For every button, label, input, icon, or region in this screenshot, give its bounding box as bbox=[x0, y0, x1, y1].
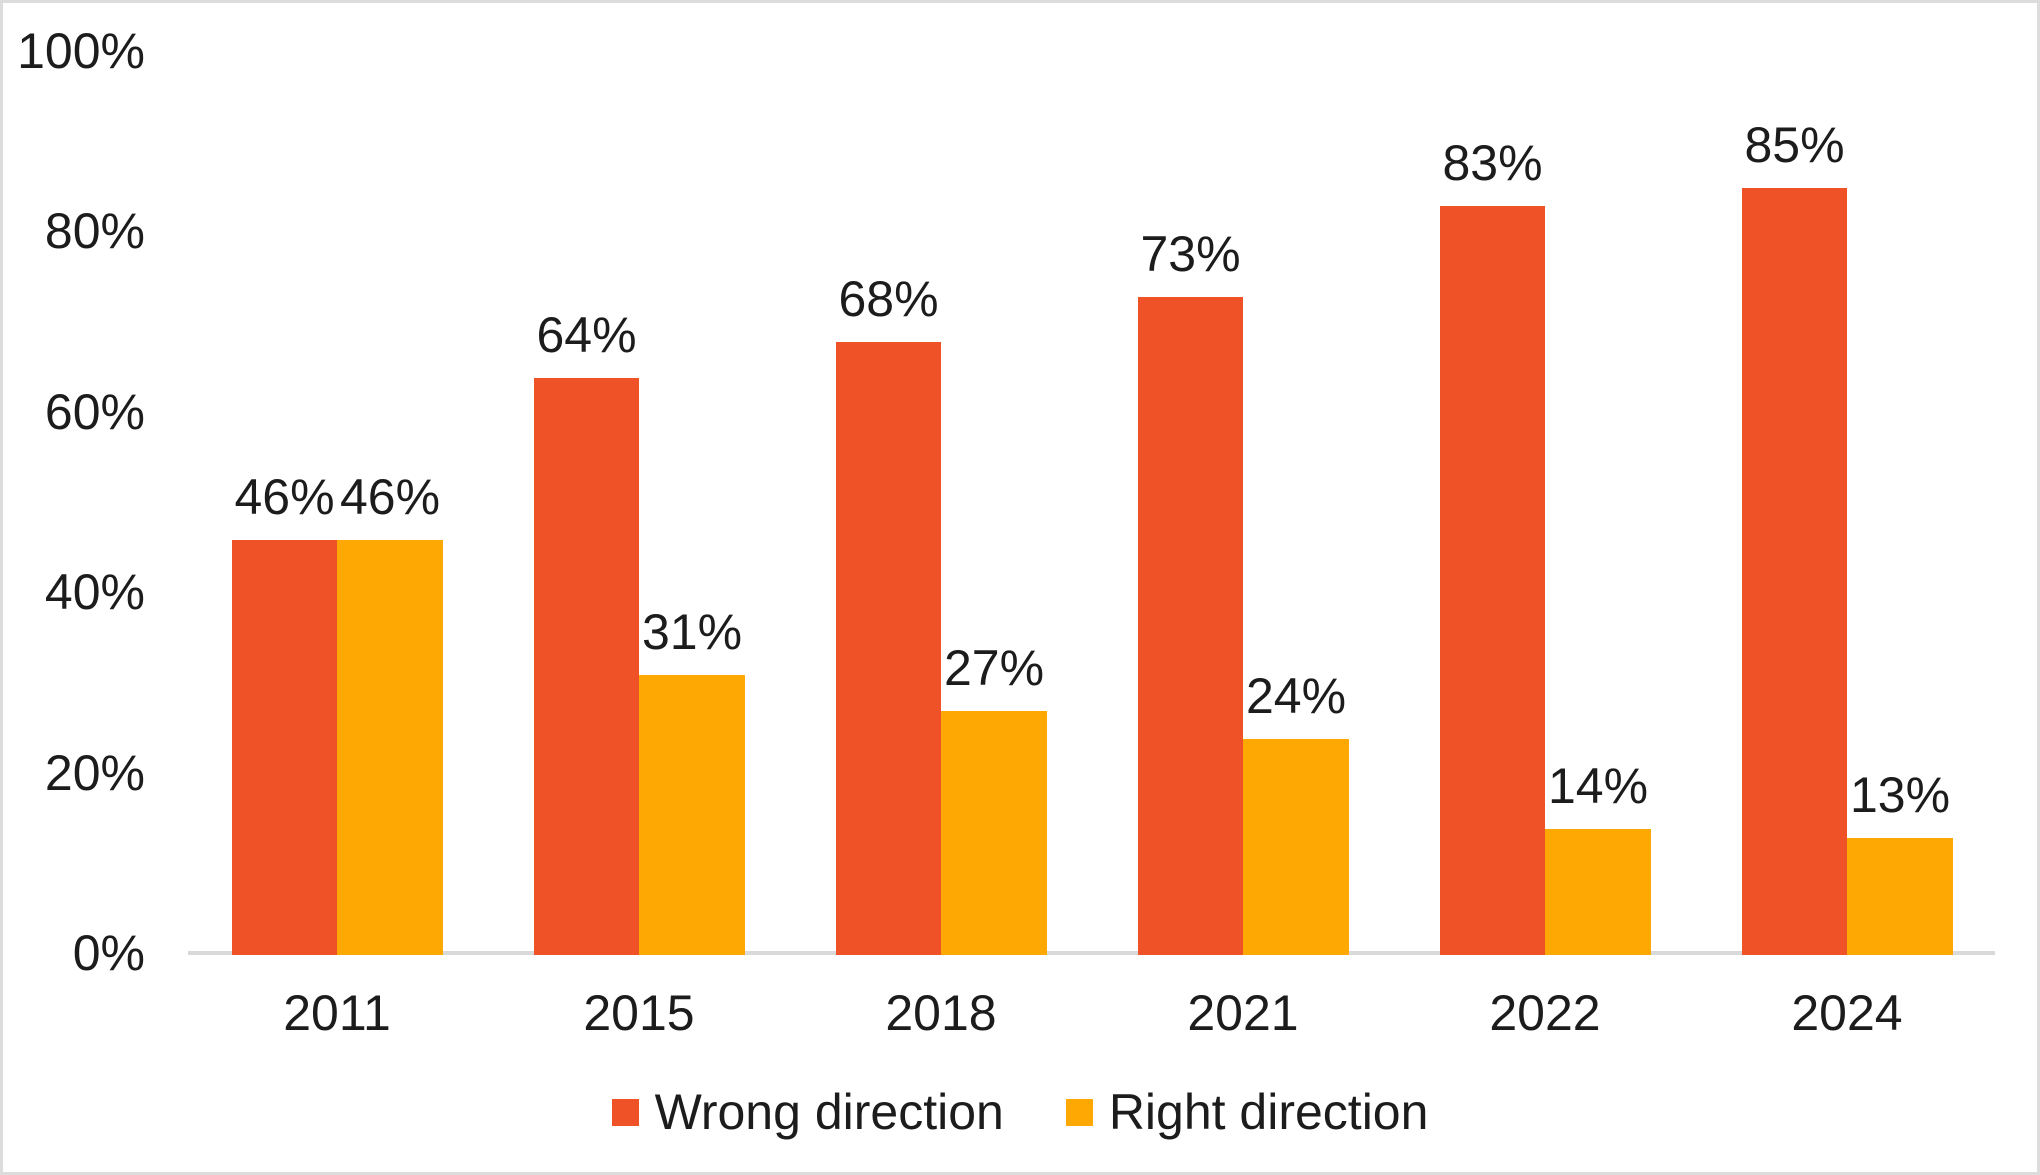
x-axis-tick-label: 2018 bbox=[885, 985, 997, 1041]
bar-right-direction-2022 bbox=[1545, 829, 1651, 955]
bar-right-direction-2024 bbox=[1847, 838, 1953, 955]
x-axis-line bbox=[188, 951, 1995, 955]
data-label: 64% bbox=[536, 307, 637, 363]
bar-wrong-direction-2018 bbox=[836, 342, 941, 955]
bar-wrong-direction-2024 bbox=[1742, 188, 1847, 955]
data-label: 14% bbox=[1547, 758, 1649, 814]
data-label: 73% bbox=[1140, 226, 1241, 282]
bar-wrong-direction-2015 bbox=[534, 378, 639, 955]
bar-wrong-direction-2022 bbox=[1440, 206, 1545, 955]
data-label: 46% bbox=[234, 469, 335, 525]
y-axis-tick-label: 40% bbox=[44, 564, 145, 621]
y-axis-tick-label: 60% bbox=[44, 383, 145, 440]
y-axis-tick-label: 100% bbox=[17, 23, 145, 79]
data-label: 13% bbox=[1849, 767, 1951, 823]
legend-item: Wrong direction bbox=[611, 1084, 1004, 1140]
legend-swatch-icon bbox=[611, 1098, 639, 1126]
data-label: 83% bbox=[1442, 135, 1543, 191]
x-axis-tick-label: 2022 bbox=[1489, 985, 1601, 1041]
bar-right-direction-2011 bbox=[337, 540, 443, 955]
y-axis-tick-label: 80% bbox=[44, 203, 145, 260]
data-label: 27% bbox=[943, 640, 1045, 696]
legend-swatch-icon bbox=[1065, 1098, 1093, 1126]
legend: Wrong direction Right direction bbox=[3, 1085, 2037, 1139]
data-label: 24% bbox=[1245, 668, 1347, 724]
data-label: 85% bbox=[1744, 117, 1845, 173]
y-axis-tick-label: 20% bbox=[44, 744, 145, 801]
data-label: 68% bbox=[838, 271, 939, 327]
bar-right-direction-2021 bbox=[1243, 739, 1349, 955]
bar-wrong-direction-2021 bbox=[1138, 297, 1243, 955]
data-label: 31% bbox=[641, 604, 743, 660]
y-axis-tick-label: 0% bbox=[72, 925, 145, 981]
legend-label: Right direction bbox=[1108, 1084, 1429, 1140]
x-axis-tick-label: 2021 bbox=[1187, 985, 1299, 1041]
legend-label: Wrong direction bbox=[654, 1084, 1004, 1140]
data-label: 46% bbox=[339, 469, 441, 525]
x-axis-tick-label: 2011 bbox=[283, 985, 391, 1041]
legend-item: Right direction bbox=[1065, 1084, 1429, 1140]
bar-right-direction-2018 bbox=[941, 711, 1047, 955]
x-axis-tick-label: 2015 bbox=[583, 985, 695, 1041]
bar-wrong-direction-2011 bbox=[232, 540, 337, 955]
bar-right-direction-2015 bbox=[639, 675, 745, 955]
x-axis-tick-label: 2024 bbox=[1791, 985, 1903, 1041]
